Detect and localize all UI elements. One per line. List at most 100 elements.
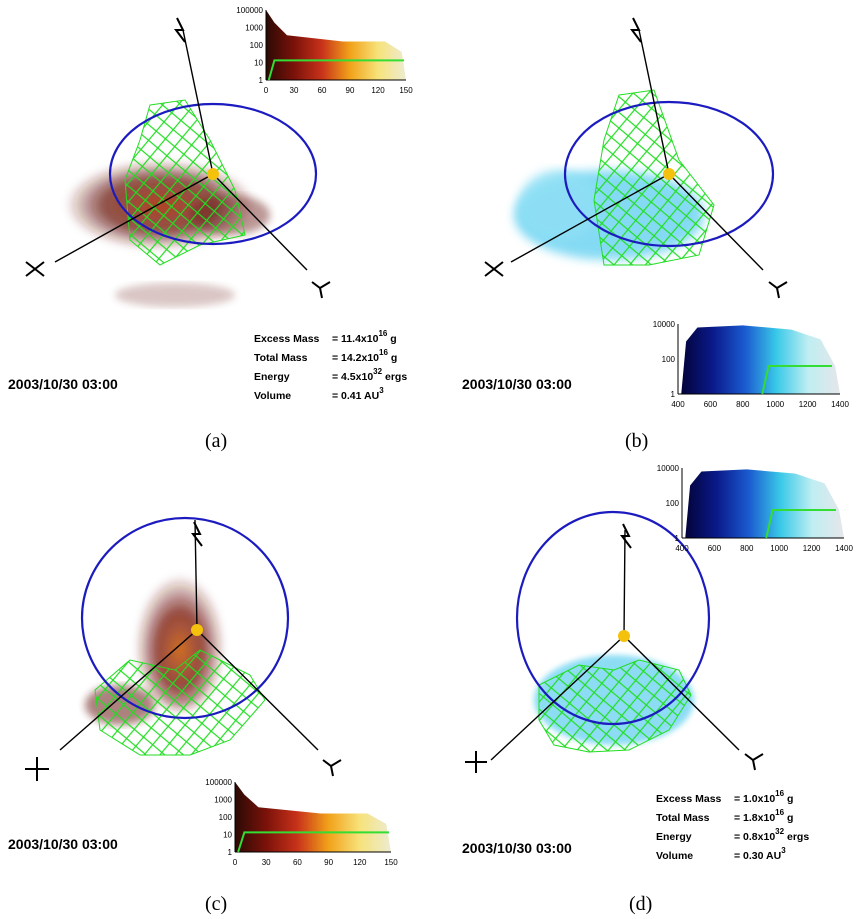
colorbar-x-tick: 600 — [704, 400, 718, 409]
timestamp-a: 2003/10/30 03:00 — [8, 376, 118, 392]
colorbar-y-tick: 1000 — [214, 796, 232, 805]
axis-y — [668, 173, 764, 271]
caption-b: (b) — [625, 430, 649, 452]
axis-x-label — [25, 757, 49, 781]
colorbar-y-tick: 100000 — [205, 778, 232, 787]
colorbar-y-tick: 1 — [675, 534, 680, 543]
colorbar-x-tick: 1400 — [831, 400, 849, 409]
mesh-region — [538, 659, 692, 753]
axis-z — [638, 29, 670, 175]
colorbar-x-tick: 150 — [384, 858, 398, 867]
colorbar-x-tick: 1200 — [803, 544, 821, 553]
colorbar-x-tick: 800 — [736, 400, 750, 409]
colorbar-y-tick: 1 — [228, 848, 233, 857]
orbit-ellipse — [80, 516, 290, 720]
panel-c — [0, 460, 428, 919]
colorbar-y-tick: 1000 — [245, 24, 263, 33]
caption-a: (a) — [205, 430, 228, 452]
axis-y-label — [768, 281, 788, 299]
sun-marker — [207, 168, 219, 180]
axis-x-label — [25, 261, 45, 277]
histogram-area — [681, 325, 840, 394]
colorbar-y-tick: 10000 — [653, 320, 676, 329]
axis-z — [182, 29, 214, 175]
stats-a: Excess Mass = 11.4x1016 g Total Mass = 14.… — [254, 329, 424, 409]
colorbar-y-tick: 100 — [662, 355, 676, 364]
colorbar-x-tick: 150 — [399, 86, 413, 95]
colorbar-x-tick: 400 — [675, 544, 689, 553]
axis-z-label — [620, 523, 632, 549]
axis-x — [54, 173, 214, 263]
scene-c — [25, 516, 342, 781]
mesh-region — [124, 99, 246, 266]
colorbar-y-tick: 100000 — [236, 6, 263, 15]
stat-row: Total Mass = 14.2x1016 g — [254, 348, 398, 364]
colorbar-svg: 100000 1000 100 10 10 30 60 90 120 150 — [236, 6, 413, 95]
axis-y — [212, 173, 308, 271]
axis-y-label — [311, 281, 331, 299]
axis-y — [623, 635, 740, 751]
colorbar-y-tick: 1 — [671, 390, 676, 399]
stat-row: Volume = 0.30 AU3 — [656, 846, 786, 862]
colorbar-x-tick: 90 — [324, 858, 333, 867]
caption-d: (d) — [629, 893, 653, 915]
axis-y-label — [322, 759, 342, 777]
transfer-function-line — [765, 509, 836, 539]
timestamp-d: 2003/10/30 03:00 — [462, 840, 572, 856]
colorbar-x-tick: 0 — [233, 858, 238, 867]
stat-row: Total Mass = 1.8x1016 g — [656, 808, 794, 824]
histogram-area — [235, 782, 391, 852]
axis-z-label — [630, 17, 642, 43]
colorbar-y-tick: 10 — [223, 831, 232, 840]
timestamp-b: 2003/10/30 03:00 — [462, 376, 572, 392]
scene-b — [484, 17, 788, 299]
colorbar-x-tick: 800 — [740, 544, 754, 553]
colorbar-x-tick: 30 — [290, 86, 299, 95]
axis-y-label — [744, 753, 764, 771]
transfer-function-line — [267, 59, 404, 81]
cloud-blue — [519, 170, 599, 240]
axis-x — [490, 635, 625, 761]
histogram-area — [266, 10, 406, 80]
axis-z-label — [191, 521, 203, 547]
colorbar-x-tick: 120 — [371, 86, 385, 95]
mesh-region — [94, 649, 266, 756]
colorbar-x-tick: 90 — [346, 86, 355, 95]
colorbar-x-tick: 120 — [353, 858, 367, 867]
colorbar-y-tick: 1 — [259, 76, 264, 85]
colorbar-x-tick: 1000 — [770, 544, 788, 553]
scene-a — [25, 17, 331, 307]
colorbar-b: 10000 100 1 400 600 800 1000 1200 1400 — [636, 320, 852, 412]
stat-row: Excess Mass = 1.0x1016 g — [656, 789, 794, 805]
sun-marker — [618, 630, 630, 642]
colorbar-svg: 10000 100 1400 600 800 1000 1200 1400 — [657, 464, 854, 553]
mesh-region — [593, 89, 715, 266]
colorbar-x-tick: 1400 — [835, 544, 853, 553]
axis-x-label — [484, 261, 504, 277]
colorbar-x-tick: 60 — [293, 858, 302, 867]
cloud-red — [115, 283, 235, 307]
axis-z-label — [174, 17, 186, 43]
stats-d: Excess Mass = 1.0x1016 g Total Mass = 1.8x… — [656, 789, 826, 869]
transfer-function-line — [761, 365, 832, 395]
axis-y — [196, 629, 319, 751]
colorbar-x-tick: 30 — [262, 858, 271, 867]
panel-a — [0, 0, 428, 459]
axis-z — [623, 529, 626, 637]
transfer-function-line — [237, 831, 389, 853]
caption-c: (c) — [205, 893, 228, 915]
axis-x — [510, 173, 670, 263]
colorbar-x-tick: 0 — [264, 86, 269, 95]
colorbar-c: 100000 1000 100 10 1 0 30 60 90 120 150 — [191, 778, 403, 870]
stat-row: Energy = 0.8x1032 ergs — [656, 827, 810, 843]
orbit-ellipse — [108, 102, 318, 246]
axis-x — [59, 629, 198, 751]
colorbar-x-tick: 1200 — [799, 400, 817, 409]
colorbar-x-tick: 600 — [708, 544, 722, 553]
colorbar-y-tick: 100 — [219, 813, 233, 822]
orbit-ellipse — [563, 100, 775, 248]
colorbar-y-tick: 100 — [250, 41, 264, 50]
sun-marker — [191, 624, 203, 636]
panel-b — [429, 0, 857, 459]
stat-row: Volume = 0.41 AU3 — [254, 386, 384, 402]
